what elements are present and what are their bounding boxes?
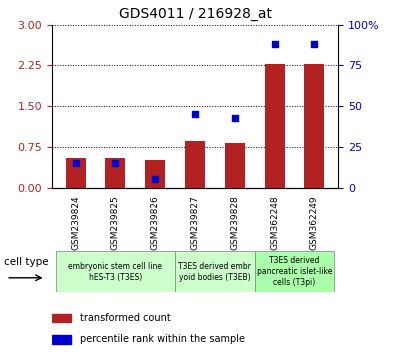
- Point: [271, 41, 278, 47]
- Bar: [66, 158, 86, 188]
- Point: [152, 177, 158, 182]
- Bar: [304, 64, 324, 188]
- Text: T3ES derived embr
yoid bodies (T3EB): T3ES derived embr yoid bodies (T3EB): [178, 262, 252, 282]
- Text: transformed count: transformed count: [80, 313, 171, 323]
- Bar: [255, 251, 334, 292]
- Bar: [52, 335, 71, 343]
- Point: [232, 115, 238, 120]
- Bar: [105, 158, 125, 188]
- Bar: [185, 142, 205, 188]
- Text: percentile rank within the sample: percentile rank within the sample: [80, 335, 246, 344]
- Text: embryonic stem cell line
hES-T3 (T3ES): embryonic stem cell line hES-T3 (T3ES): [68, 262, 162, 282]
- Bar: [175, 251, 255, 292]
- Point: [192, 112, 198, 117]
- Bar: [225, 143, 245, 188]
- Text: T3ES derived
pancreatic islet-like
cells (T3pi): T3ES derived pancreatic islet-like cells…: [257, 256, 332, 287]
- Point: [72, 160, 79, 166]
- Title: GDS4011 / 216928_at: GDS4011 / 216928_at: [119, 7, 271, 21]
- Bar: [56, 251, 175, 292]
- Point: [112, 160, 119, 166]
- Point: [311, 41, 318, 47]
- Bar: [265, 64, 285, 188]
- Bar: [145, 160, 165, 188]
- Text: cell type: cell type: [4, 257, 49, 267]
- Bar: [52, 314, 71, 322]
